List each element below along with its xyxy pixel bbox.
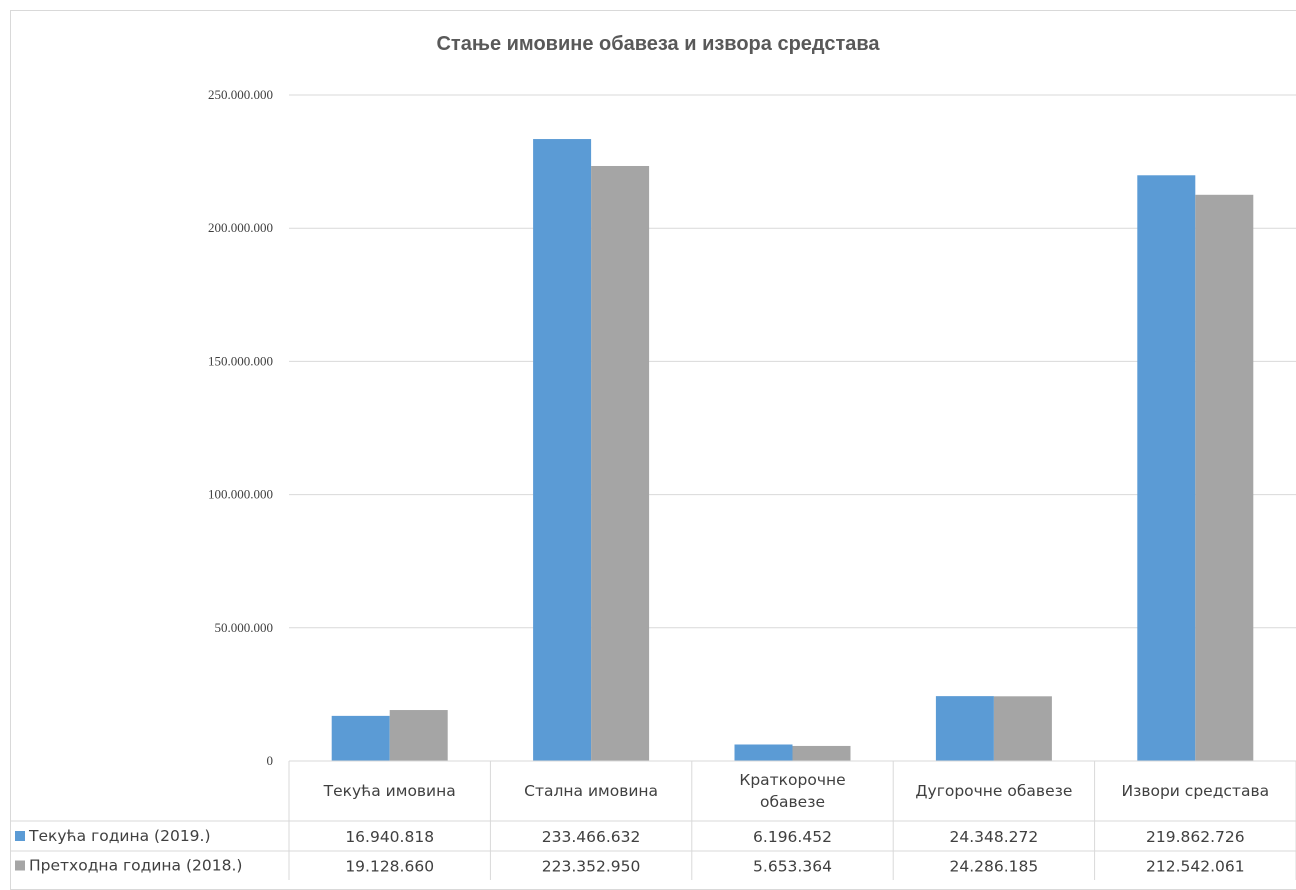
category-label: Дугорочне обавезе [915, 782, 1072, 800]
y-tick-label: 150.000.000 [208, 353, 273, 368]
legend-label: Текућа година (2019.) [28, 827, 211, 845]
bar-previous [1195, 194, 1254, 761]
bar-previous [993, 696, 1052, 761]
y-tick-label: 200.000.000 [208, 220, 273, 235]
data-label: 24.286.185 [950, 858, 1039, 876]
chart-title: Стање имовине обавеза и извора средстава [436, 33, 880, 55]
category-label: обавезе [760, 793, 825, 811]
y-tick-label: 50.000.000 [215, 620, 274, 635]
category-label: Текућа имовина [323, 782, 456, 800]
category-label: Краткорочне [739, 771, 845, 789]
category-label: Извори средстава [1122, 782, 1270, 800]
legend-swatch [15, 831, 25, 841]
legend-swatch [15, 860, 25, 871]
bar-current [533, 139, 592, 761]
y-tick-label: 100.000.000 [208, 487, 273, 502]
y-tick-label: 0 [267, 753, 274, 768]
legend-label: Претходна година (2018.) [29, 857, 242, 875]
bars [331, 139, 1254, 762]
y-axis: 0 50.000.000 100.000.000 150.000.000 200.000… [208, 87, 273, 768]
data-label: 212.542.061 [1146, 858, 1245, 876]
bar-current [331, 715, 390, 761]
data-table: Текућа имовина Стална имовина Краткорочне о… [10, 760, 1296, 880]
bar-previous [792, 745, 851, 761]
bar-previous [591, 165, 650, 762]
data-label: 24.348.272 [950, 828, 1039, 846]
bar-previous [389, 710, 448, 761]
bar-current [1137, 175, 1196, 761]
data-label: 6.196.452 [753, 828, 832, 846]
data-label: 5.653.364 [753, 858, 832, 876]
category-label: Стална имовина [524, 782, 658, 800]
bar-current [734, 744, 793, 761]
data-label: 223.352.950 [542, 858, 641, 876]
y-tick-label: 250.000.000 [208, 87, 273, 102]
bar-current [935, 696, 994, 761]
gridlines [289, 94, 1296, 629]
data-label: 19.128.660 [345, 858, 434, 876]
data-label: 233.466.632 [542, 828, 641, 846]
data-label: 219.862.726 [1146, 828, 1245, 846]
data-label: 16.940.818 [345, 828, 434, 846]
